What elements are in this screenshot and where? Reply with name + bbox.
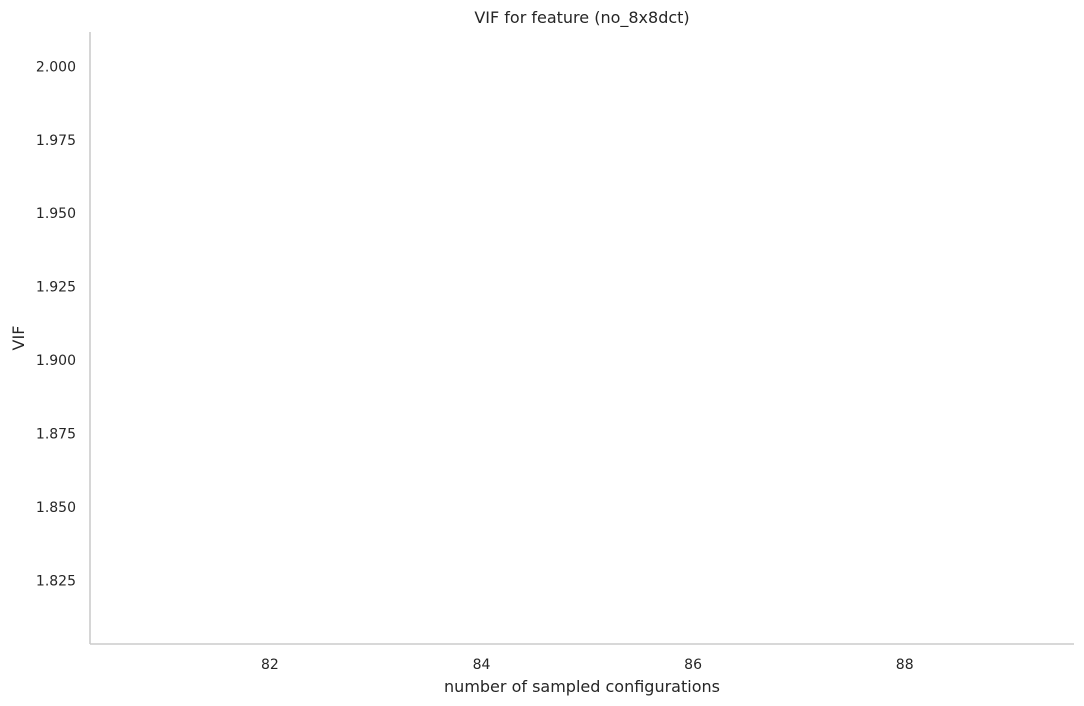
y-tick-label: 1.975 (36, 133, 76, 149)
y-tick-label: 2.000 (36, 59, 76, 75)
x-tick-label: 84 (473, 657, 491, 673)
x-tick-label: 88 (896, 657, 914, 673)
y-tick-label: 1.950 (36, 206, 76, 222)
x-tick-label: 82 (261, 657, 279, 673)
x-axis-label: number of sampled configurations (444, 677, 720, 696)
y-tick-label: 1.825 (36, 573, 76, 589)
y-tick-label: 1.900 (36, 353, 76, 369)
y-axis-ticks: 2.000 1.975 1.950 1.925 1.900 1.875 1.850 1.825 (36, 59, 76, 589)
x-axis-ticks: 82 84 86 88 (261, 657, 914, 673)
y-axis-label: VIF (9, 326, 28, 351)
y-tick-label: 1.875 (36, 426, 76, 442)
x-tick-label: 86 (684, 657, 702, 673)
chart-title: VIF for feature (no_8x8dct) (474, 8, 689, 28)
y-tick-label: 1.850 (36, 500, 76, 516)
y-tick-label: 1.925 (36, 280, 76, 296)
